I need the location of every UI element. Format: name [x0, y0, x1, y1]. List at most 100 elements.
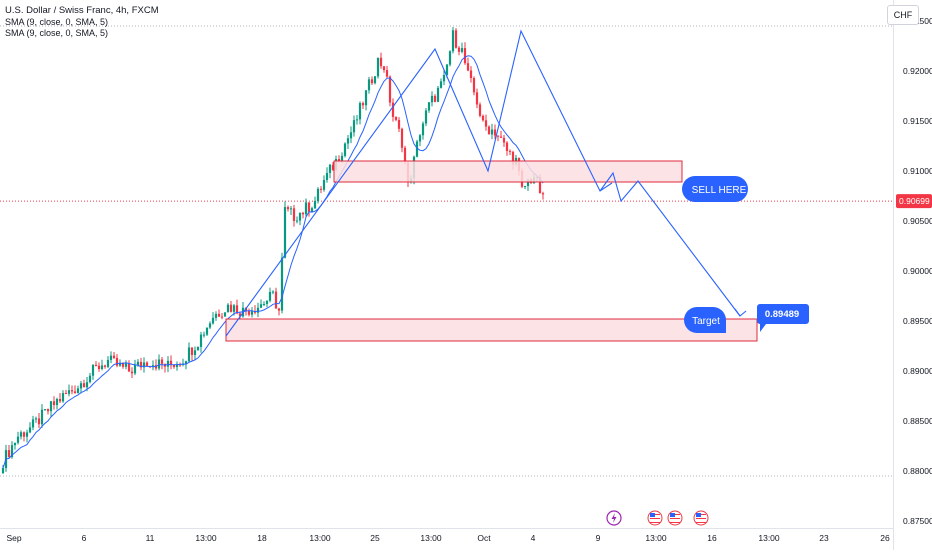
sell-here-bubble[interactable] [682, 176, 748, 202]
candle-body [277, 308, 281, 311]
callouts: SELL HERE Target 0.89489 [682, 176, 809, 333]
pattern-line[interactable] [225, 29, 613, 337]
zones [225, 160, 758, 342]
candle-body [172, 364, 176, 368]
candle-body [229, 304, 233, 312]
lightning-event-icon[interactable] [606, 510, 622, 526]
sma-line [2, 55, 544, 469]
x-tick-label: 18 [257, 533, 267, 543]
candle-body [97, 365, 101, 370]
candle-body [424, 110, 428, 124]
indicator-sma-1[interactable]: SMA (9, close, 0, SMA, 5) [5, 16, 109, 27]
candle-body [166, 360, 170, 367]
candle-body [274, 291, 278, 309]
target-callout[interactable]: Target [684, 307, 726, 333]
candle-body [19, 432, 23, 437]
candle-body [40, 409, 44, 425]
y-tick-label: 0.91000 [903, 166, 932, 176]
candle-body [283, 207, 287, 258]
candle-body [190, 347, 194, 355]
candle-body [211, 317, 215, 324]
candle-body [235, 305, 239, 314]
us-flag-event-icon[interactable] [647, 510, 663, 526]
candle-body [127, 363, 131, 372]
projection-path[interactable] [599, 171, 741, 317]
us-flag-event-icon[interactable] [693, 510, 709, 526]
candle-body [490, 129, 494, 135]
candle-body [358, 103, 362, 120]
candle-body [1, 468, 5, 473]
x-tick-label: Oct [477, 533, 491, 543]
candle-body [478, 104, 482, 116]
candle-body [298, 212, 302, 221]
candle-body [46, 409, 50, 412]
candle-body [523, 186, 527, 188]
candle-body [187, 347, 191, 362]
x-tick-label: 26 [880, 533, 890, 543]
candle-body [463, 48, 467, 64]
candle-body [52, 401, 56, 406]
candle-body [469, 70, 473, 79]
candle-body [436, 87, 440, 102]
candle-body [37, 418, 41, 425]
candle-body [403, 147, 407, 163]
symbol-title[interactable]: U.S. Dollar / Swiss Franc, 4h, FXCM [5, 5, 159, 16]
current-price-tag: 0.90699 [896, 194, 932, 209]
drawings [225, 29, 747, 337]
candle-body [442, 74, 446, 82]
candle-body [280, 257, 284, 311]
candle-body [88, 375, 92, 383]
candle-body [10, 445, 14, 458]
candle-body [103, 365, 107, 367]
target-bubble[interactable] [684, 307, 726, 333]
grid-lines [0, 25, 893, 477]
candle-body [7, 450, 11, 458]
candle-body [388, 76, 392, 103]
candle-body [139, 361, 143, 368]
resistance-zone[interactable] [333, 160, 683, 183]
support-zone[interactable] [225, 318, 758, 342]
candle-body [220, 316, 224, 318]
candle-body [313, 201, 317, 209]
candle-body [379, 57, 383, 67]
indicator-sma-2[interactable]: SMA (9, close, 0, SMA, 5) [5, 28, 109, 38]
event-markers [606, 510, 709, 526]
target-label: Target [692, 316, 720, 327]
candle-body [160, 359, 164, 364]
candle-body [292, 208, 296, 221]
target-price-callout[interactable]: 0.89489 [757, 304, 809, 332]
x-tick-label: Sep [6, 533, 21, 543]
x-tick-label: 11 [146, 533, 155, 543]
candle-body [448, 51, 452, 65]
us-flag-event-icon[interactable] [667, 510, 683, 526]
candle-body [226, 304, 230, 313]
candle-body [79, 383, 83, 389]
candle-body [433, 95, 437, 102]
target-price-bubble[interactable] [757, 304, 809, 332]
candle-body [238, 313, 242, 317]
candle-body [370, 79, 374, 84]
y-tick-label: 0.90000 [903, 266, 932, 276]
candle-body [73, 391, 77, 394]
y-tick-label: 0.92000 [903, 66, 932, 76]
candle-body [346, 138, 350, 144]
currency-button[interactable]: CHF [887, 5, 919, 25]
candle-body [475, 92, 479, 105]
candle-body [205, 327, 209, 335]
candle-body [208, 323, 212, 328]
candle-body [328, 164, 332, 173]
candle-body [394, 116, 398, 120]
candle-body [361, 103, 365, 106]
y-tick-label: 0.90500 [903, 216, 932, 226]
candle-body [214, 313, 218, 318]
candle-body [352, 120, 356, 133]
candle-body [304, 202, 308, 215]
candle-body [202, 334, 206, 336]
candle-body [16, 436, 20, 443]
current-price-tag-bg [896, 194, 932, 209]
sell-here-callout[interactable]: SELL HERE [682, 176, 748, 202]
candle-body [421, 123, 425, 136]
candle-body [289, 208, 293, 210]
